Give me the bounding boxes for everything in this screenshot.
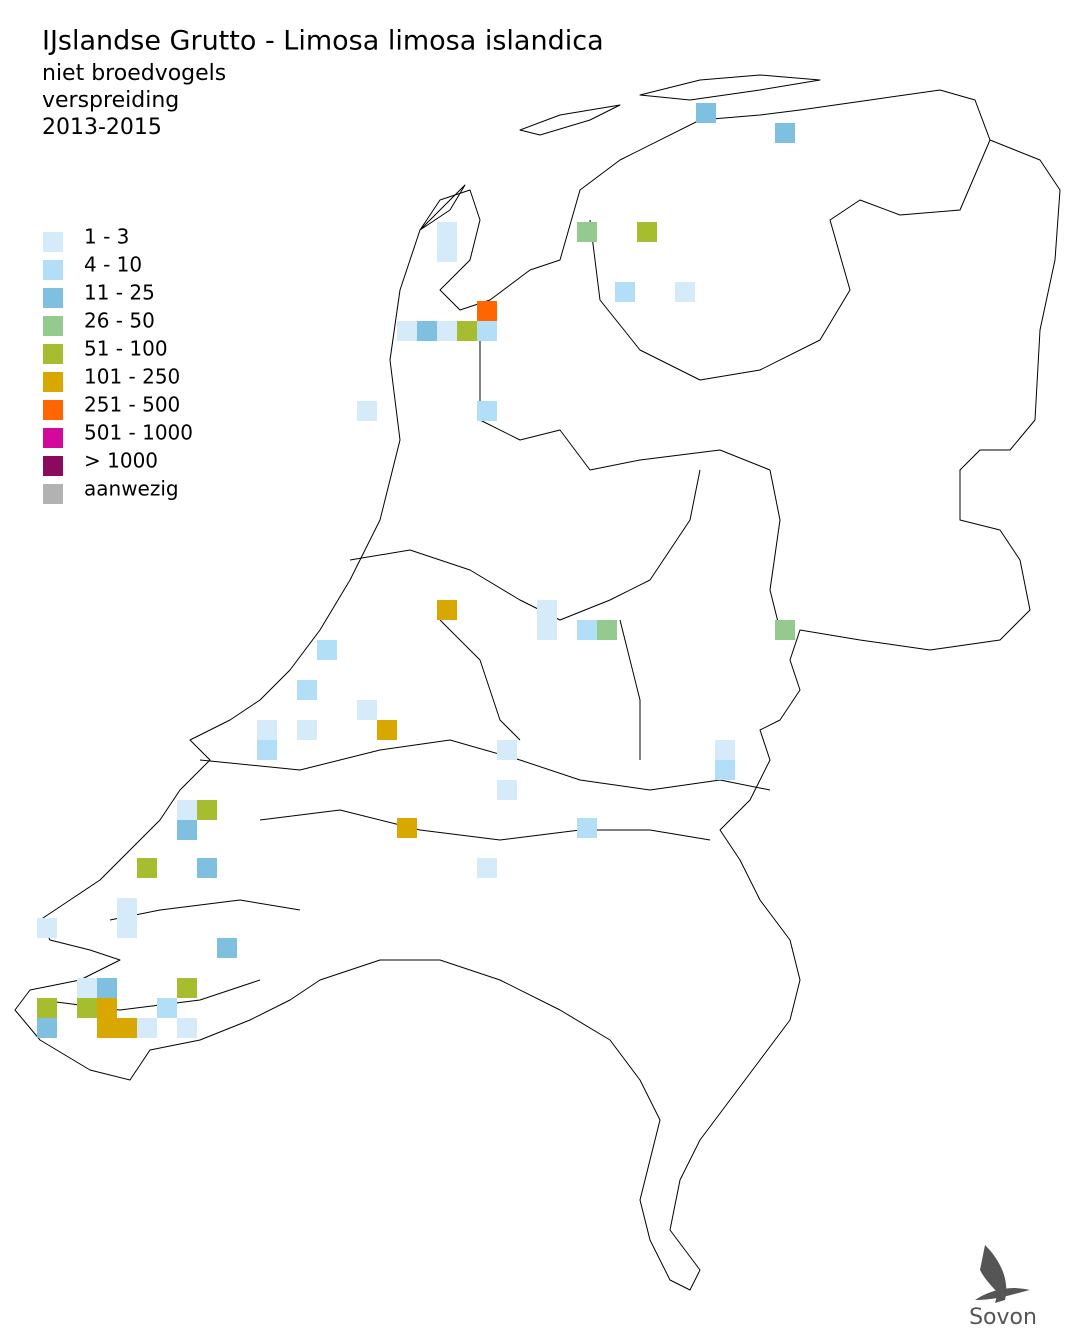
grid-cell <box>397 321 417 341</box>
grid-cell <box>417 321 437 341</box>
grid-cell <box>117 918 137 938</box>
grid-cell <box>257 720 277 740</box>
legend: 1 - 3 4 - 10 11 - 25 26 - 50 51 - 100 101 - 2… <box>43 225 193 504</box>
map-outline <box>14 74 1061 1291</box>
legend-swatch <box>43 316 63 336</box>
logo-text: Sovon <box>969 1305 1037 1330</box>
grid-cell <box>477 858 497 878</box>
grid-cell <box>157 998 177 1018</box>
grid-cell <box>97 978 117 998</box>
grid-cells <box>37 103 795 1038</box>
legend-swatch <box>43 400 63 420</box>
grid-cell <box>137 858 157 878</box>
grid-cell <box>675 282 695 302</box>
grid-cell <box>297 720 317 740</box>
grid-cell <box>577 620 597 640</box>
grid-cell <box>477 401 497 421</box>
legend-label: 11 - 25 <box>84 281 155 305</box>
legend-swatch <box>43 232 63 252</box>
grid-cell <box>577 818 597 838</box>
grid-cell <box>377 720 397 740</box>
legend-label: 251 - 500 <box>84 393 180 417</box>
grid-cell <box>177 978 197 998</box>
grid-cell <box>775 620 795 640</box>
grid-cell <box>197 800 217 820</box>
grid-cell <box>37 998 57 1018</box>
grid-cell <box>77 998 97 1018</box>
legend-label: 101 - 250 <box>84 365 180 389</box>
grid-cell <box>597 620 617 640</box>
legend-label: 26 - 50 <box>84 309 155 333</box>
grid-cell <box>537 620 557 640</box>
grid-cell <box>437 222 457 242</box>
grid-cell <box>715 740 735 760</box>
grid-cell <box>117 1018 137 1038</box>
legend-swatch <box>43 288 63 308</box>
grid-cell <box>696 103 716 123</box>
grid-cell <box>357 700 377 720</box>
grid-cell <box>497 780 517 800</box>
legend-label: 501 - 1000 <box>84 421 193 445</box>
legend-label: 51 - 100 <box>84 337 168 361</box>
grid-cell <box>537 600 557 620</box>
grid-cell <box>117 898 137 918</box>
legend-swatch <box>43 428 63 448</box>
grid-cell <box>97 1018 117 1038</box>
grid-cell <box>637 222 657 242</box>
legend-swatch <box>43 372 63 392</box>
grid-cell <box>437 321 457 341</box>
logo-bird <box>975 1245 1030 1303</box>
grid-cell <box>457 321 477 341</box>
grid-cell <box>577 222 597 242</box>
grid-cell <box>197 858 217 878</box>
grid-cell <box>397 818 417 838</box>
subtitle: 2013-2015 <box>42 115 162 140</box>
grid-cell <box>97 998 117 1018</box>
grid-cell <box>77 978 97 998</box>
logo: Sovon <box>969 1245 1037 1330</box>
legend-label: 1 - 3 <box>84 225 129 249</box>
legend-swatch <box>43 344 63 364</box>
grid-cell <box>775 123 795 143</box>
grid-cell <box>137 1018 157 1038</box>
grid-cell <box>177 800 197 820</box>
grid-cell <box>177 820 197 840</box>
legend-swatch <box>43 260 63 280</box>
grid-cell <box>497 740 517 760</box>
grid-cell <box>437 600 457 620</box>
grid-cell <box>437 242 457 262</box>
legend-label: 4 - 10 <box>84 253 142 277</box>
legend-swatch <box>43 484 63 504</box>
grid-cell <box>715 760 735 780</box>
grid-cell <box>317 640 337 660</box>
subtitle: niet broedvogels <box>42 61 226 86</box>
subtitle: verspreiding <box>42 88 179 113</box>
grid-cell <box>217 938 237 958</box>
legend-label: aanwezig <box>84 477 179 501</box>
grid-cell <box>37 918 57 938</box>
legend-swatch <box>43 456 63 476</box>
grid-cell <box>297 680 317 700</box>
legend-label: > 1000 <box>84 449 158 473</box>
grid-cell <box>477 321 497 341</box>
grid-cell <box>477 301 497 321</box>
grid-cell <box>177 1018 197 1038</box>
grid-cell <box>37 1018 57 1038</box>
grid-cell <box>357 401 377 421</box>
map-title: IJslandse Grutto - Limosa limosa islandi… <box>42 26 604 57</box>
grid-cell <box>257 740 277 760</box>
grid-cell <box>615 282 635 302</box>
